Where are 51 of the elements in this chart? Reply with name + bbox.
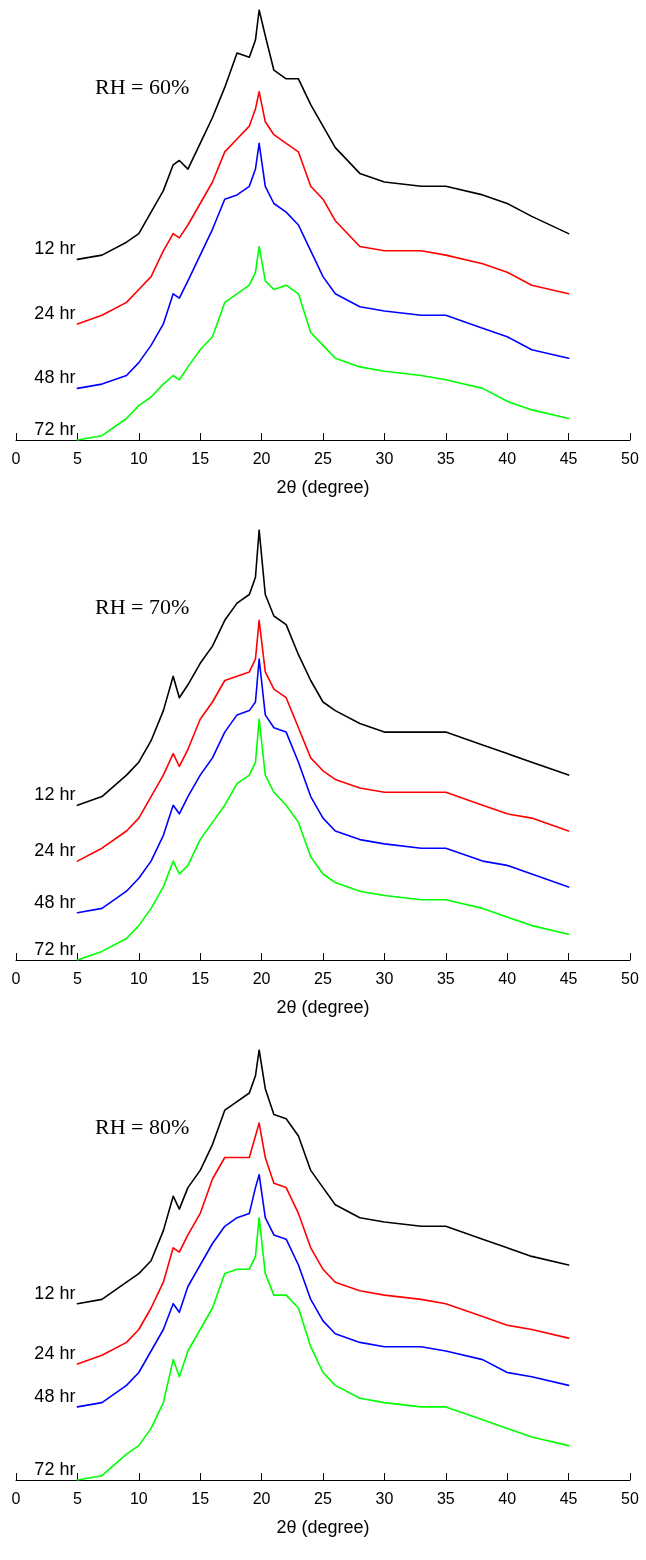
x-tick-label: 5	[72, 449, 82, 467]
x-tick-label: 25	[314, 1489, 332, 1507]
series-label: 24 hr	[34, 302, 76, 323]
x-tick-label: 35	[436, 969, 455, 987]
x-tick-label: 30	[375, 1489, 394, 1507]
series-label: 12 hr	[34, 1282, 76, 1303]
series-label: 72 hr	[34, 1459, 76, 1479]
x-tick-label: 40	[498, 969, 517, 987]
x-tick-label: 50	[621, 1489, 639, 1507]
x-tick-label: 40	[498, 1489, 517, 1507]
x-tick-label: 10	[129, 449, 148, 467]
annotation: RH = 80%	[95, 1113, 190, 1139]
x-tick-label: 35	[436, 1489, 455, 1507]
x-tick-label: 30	[375, 969, 394, 987]
x-tick-label: 15	[191, 969, 210, 987]
x-tick-label: 10	[129, 969, 148, 987]
x-tick-label: 45	[559, 1489, 578, 1507]
annotation: RH = 70%	[95, 593, 190, 619]
x-tick-label: 0	[11, 1489, 21, 1507]
x-tick-label: 15	[191, 449, 210, 467]
annotation: RH = 60%	[95, 73, 190, 99]
x-tick-label: 25	[314, 449, 332, 467]
x-axis-title: 2θ (degree)	[276, 477, 370, 497]
series-label: 24 hr	[34, 840, 76, 861]
x-tick-label: 30	[375, 449, 394, 467]
series-label: 48 hr	[34, 891, 76, 912]
x-axis-title: 2θ (degree)	[276, 997, 370, 1017]
x-tick-label: 50	[621, 449, 639, 467]
x-tick-label: 15	[191, 1489, 210, 1507]
x-tick-label: 50	[621, 969, 639, 987]
x-tick-label: 5	[72, 969, 82, 987]
series-label: 12 hr	[34, 238, 76, 259]
x-tick-label: 20	[252, 969, 271, 987]
x-tick-label: 25	[314, 969, 332, 987]
x-axis-title: 2θ (degree)	[276, 1517, 370, 1537]
series-label: 12 hr	[34, 784, 76, 805]
series-label: 72 hr	[34, 419, 76, 439]
series-label: 48 hr	[34, 1385, 76, 1406]
x-tick-label: 40	[498, 449, 517, 467]
x-tick-label: 45	[559, 449, 578, 467]
x-tick-label: 20	[252, 1489, 271, 1507]
x-tick-label: 0	[11, 449, 21, 467]
x-tick-label: 0	[11, 969, 21, 987]
x-tick-label: 5	[72, 1489, 82, 1507]
series-label: 48 hr	[34, 367, 76, 388]
series-label: 72 hr	[34, 939, 76, 959]
x-tick-label: 10	[129, 1489, 148, 1507]
series-label: 24 hr	[34, 1342, 76, 1363]
x-tick-label: 45	[559, 969, 578, 987]
x-tick-label: 20	[252, 449, 271, 467]
x-tick-label: 35	[436, 449, 455, 467]
